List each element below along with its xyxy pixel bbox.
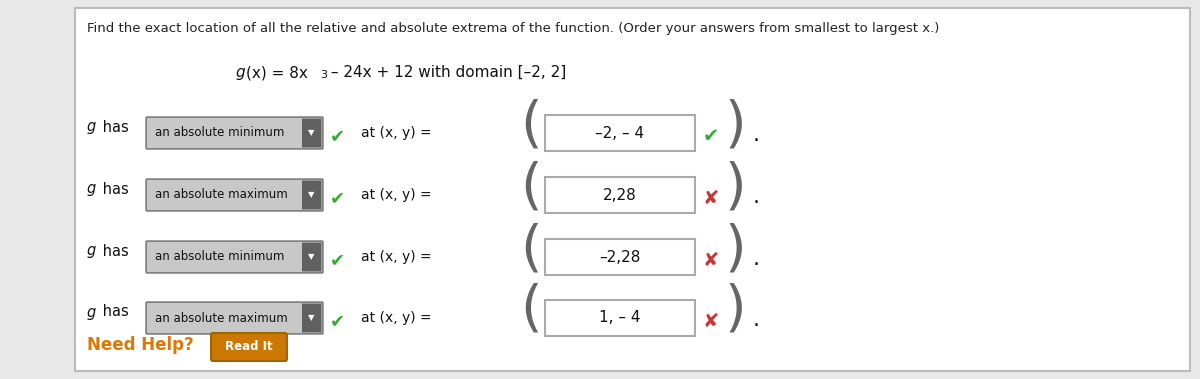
Bar [545, 177, 695, 213]
Text: (: ( [520, 222, 541, 276]
Text: an absolute minimum: an absolute minimum [155, 127, 284, 139]
Text: 2,28: 2,28 [604, 188, 637, 202]
Text: at (x, y) =: at (x, y) = [361, 126, 432, 140]
Bar [302, 304, 322, 332]
Text: has: has [98, 243, 128, 258]
Text: g: g [235, 65, 245, 80]
Text: .: . [754, 187, 760, 207]
FancyBboxPatch shape [146, 179, 323, 211]
Text: ): ) [725, 222, 746, 276]
Text: an absolute maximum: an absolute maximum [155, 188, 288, 202]
FancyBboxPatch shape [148, 242, 302, 272]
Text: 1, – 4: 1, – 4 [599, 310, 641, 326]
Text: at (x, y) =: at (x, y) = [361, 311, 432, 325]
Bar [545, 239, 695, 275]
FancyBboxPatch shape [148, 180, 302, 210]
Bar [302, 243, 322, 271]
Text: at (x, y) =: at (x, y) = [361, 250, 432, 264]
Text: at (x, y) =: at (x, y) = [361, 188, 432, 202]
Text: has: has [98, 182, 128, 196]
Text: (x) = 8x: (x) = 8x [246, 65, 308, 80]
Text: g: g [88, 119, 96, 135]
Text: has: has [98, 119, 128, 135]
Text: ✘: ✘ [703, 251, 719, 270]
FancyBboxPatch shape [146, 117, 323, 149]
Text: –2, – 4: –2, – 4 [595, 125, 644, 141]
Text: Need Help?: Need Help? [88, 336, 193, 354]
Text: ✔: ✔ [330, 251, 346, 269]
Text: ▼: ▼ [307, 128, 314, 138]
Text: .: . [754, 125, 760, 145]
Text: ▼: ▼ [307, 252, 314, 262]
Text: ▼: ▼ [307, 191, 314, 199]
Text: ✔: ✔ [703, 127, 719, 146]
Text: ✘: ✘ [703, 312, 719, 331]
Text: Find the exact location of all the relative and absolute extrema of the function: Find the exact location of all the relat… [88, 22, 940, 35]
Text: ): ) [725, 160, 746, 214]
Bar [302, 181, 322, 209]
Text: g: g [88, 182, 96, 196]
Text: – 24x + 12 with domain [–2, 2]: – 24x + 12 with domain [–2, 2] [326, 65, 566, 80]
Bar [302, 119, 322, 147]
Text: ✔: ✔ [330, 312, 346, 330]
FancyBboxPatch shape [146, 241, 323, 273]
Bar [545, 115, 695, 151]
Text: .: . [754, 249, 760, 269]
Text: an absolute minimum: an absolute minimum [155, 251, 284, 263]
Text: an absolute maximum: an absolute maximum [155, 312, 288, 324]
Text: ✔: ✔ [330, 127, 346, 145]
Text: ✘: ✘ [703, 189, 719, 208]
Text: has: has [98, 304, 128, 319]
Text: g: g [88, 243, 96, 258]
Bar [545, 300, 695, 336]
Text: –2,28: –2,28 [599, 249, 641, 265]
Text: (: ( [520, 98, 541, 152]
Text: 3: 3 [320, 70, 326, 80]
FancyBboxPatch shape [148, 118, 302, 148]
Text: ▼: ▼ [307, 313, 314, 323]
Text: .: . [754, 310, 760, 330]
FancyBboxPatch shape [148, 303, 302, 333]
Text: ✔: ✔ [330, 189, 346, 207]
Text: (: ( [520, 160, 541, 214]
Text: ): ) [725, 283, 746, 337]
Text: Read It: Read It [226, 340, 272, 354]
FancyBboxPatch shape [146, 302, 323, 334]
Text: g: g [88, 304, 96, 319]
FancyBboxPatch shape [211, 333, 287, 361]
Text: (: ( [520, 283, 541, 337]
Text: ): ) [725, 98, 746, 152]
